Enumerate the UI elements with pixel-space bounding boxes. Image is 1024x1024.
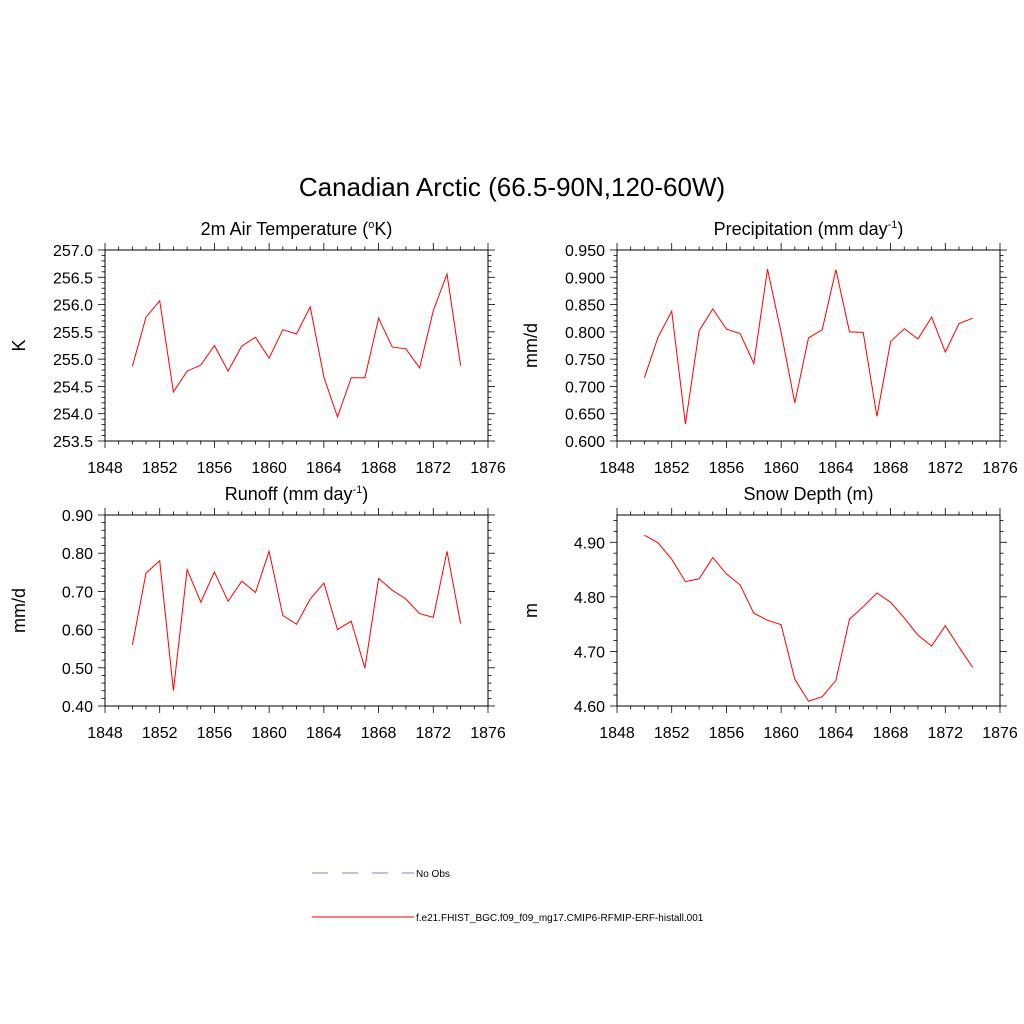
air-temperature-xtick-label: 1864 [306, 460, 342, 477]
precipitation-xtick-label: 1852 [654, 460, 690, 477]
snow-depth-frame [616, 514, 1001, 707]
snow-depth-xtick-label: 1864 [818, 725, 854, 742]
snow-depth-ytick-label: 4.90 [574, 535, 605, 552]
runoff-xtick-label: 1872 [415, 725, 451, 742]
precipitation-panel: Precipitation (mm day-1) mm/d 1848 1852 1856… [521, 219, 1018, 477]
air-temperature-ytick-label: 256.0 [53, 298, 93, 315]
runoff-frame [104, 514, 489, 707]
runoff-ytick-label: 0.40 [62, 699, 93, 716]
precipitation-ytick-label: 0.900 [565, 270, 605, 287]
runoff-ylabel: mm/d [9, 588, 29, 633]
precipitation-xtick-label: 1864 [818, 460, 854, 477]
air-temperature-xtick-label: 1872 [415, 460, 451, 477]
runoff-ytick-label: 0.50 [62, 661, 93, 678]
precipitation-xtick-label: 1860 [763, 460, 799, 477]
precipitation-ytick-label: 0.800 [565, 325, 605, 342]
precipitation-ylabel: mm/d [521, 323, 541, 368]
air-temperature-title: 2m Air Temperature (oK) [201, 219, 393, 239]
precipitation-xtick-label: 1856 [709, 460, 745, 477]
air-temperature-xtick-label: 1852 [142, 460, 178, 477]
chart-panels: 2m Air Temperature (oK) K 1848 1852 1856 1860… [9, 219, 1018, 742]
precipitation-ytick-label: 0.950 [565, 243, 605, 260]
precipitation-xtick-label: 1876 [982, 460, 1018, 477]
air-temperature-ytick-label: 254.0 [53, 407, 93, 424]
runoff-ytick-label: 0.60 [62, 623, 93, 640]
air-temperature-frame [104, 249, 489, 442]
air-temperature-xtick-label: 1868 [361, 460, 397, 477]
precipitation-ytick-label: 0.700 [565, 379, 605, 396]
snow-depth-series-line [644, 534, 974, 702]
air-temperature-ytick-label: 255.0 [53, 352, 93, 369]
legend-obs-label: No Obs [416, 869, 450, 880]
runoff-ytick-label: 0.90 [62, 508, 93, 525]
runoff-xtick-label: 1856 [197, 725, 233, 742]
air-temperature-ytick-label: 256.5 [53, 270, 93, 287]
snow-depth-xtick-label: 1876 [982, 725, 1018, 742]
air-temperature-xtick-label: 1860 [251, 460, 287, 477]
snow-depth-xtick-label: 1856 [709, 725, 745, 742]
snow-depth-ylabel: m [521, 603, 541, 618]
air-temperature-series-line [131, 272, 462, 419]
runoff-xtick-label: 1848 [87, 725, 123, 742]
runoff-series-line [131, 549, 462, 691]
runoff-xtick-label: 1860 [251, 725, 287, 742]
snow-depth-xtick-label: 1848 [599, 725, 635, 742]
precipitation-xtick-label: 1872 [927, 460, 963, 477]
runoff-title: Runoff (mm day-1) [225, 484, 369, 504]
snow-depth-ytick-label: 4.60 [574, 699, 605, 716]
legend: No Obs f.e21.FHIST_BGC.f09_f09_mg17.CMIP… [312, 869, 704, 924]
air-temperature-xtick-label: 1848 [87, 460, 123, 477]
legend-model-label: f.e21.FHIST_BGC.f09_f09_mg17.CMIP6-RFMIP… [416, 913, 704, 924]
precipitation-xtick-label: 1868 [873, 460, 909, 477]
precipitation-series-line [643, 268, 973, 425]
precipitation-xtick-label: 1848 [599, 460, 635, 477]
snow-depth-xtick-label: 1852 [654, 725, 690, 742]
air-temperature-ytick-label: 253.5 [53, 434, 93, 451]
snow-depth-xtick-label: 1872 [927, 725, 963, 742]
air-temperature-ylabel: K [9, 339, 29, 351]
precipitation-ytick-label: 0.750 [565, 352, 605, 369]
snow-depth-title: Snow Depth (m) [743, 484, 873, 504]
figure-title: Canadian Arctic (66.5-90N,120-60W) [299, 172, 725, 202]
snow-depth-ytick-label: 4.80 [574, 590, 605, 607]
runoff-xtick-label: 1864 [306, 725, 342, 742]
air-temperature-panel: 2m Air Temperature (oK) K 1848 1852 1856 1860… [9, 219, 506, 477]
precipitation-ytick-label: 0.600 [565, 434, 605, 451]
snow-depth-panel: Snow Depth (m) m 1848 1852 1856 1860 1864 1868 1… [521, 484, 1018, 742]
precipitation-ytick-label: 0.850 [565, 298, 605, 315]
runoff-xtick-label: 1868 [361, 725, 397, 742]
snow-depth-xtick-label: 1860 [763, 725, 799, 742]
precipitation-ytick-label: 0.650 [565, 407, 605, 424]
runoff-xtick-label: 1876 [470, 725, 506, 742]
air-temperature-xtick-label: 1876 [470, 460, 506, 477]
precipitation-title: Precipitation (mm day-1) [714, 219, 904, 239]
runoff-ytick-label: 0.70 [62, 584, 93, 601]
runoff-ytick-label: 0.80 [62, 546, 93, 563]
air-temperature-ytick-label: 255.5 [53, 325, 93, 342]
air-temperature-xtick-label: 1856 [197, 460, 233, 477]
air-temperature-ytick-label: 257.0 [53, 243, 93, 260]
air-temperature-ytick-label: 254.5 [53, 379, 93, 396]
snow-depth-ytick-label: 4.70 [574, 644, 605, 661]
snow-depth-xtick-label: 1868 [873, 725, 909, 742]
runoff-xtick-label: 1852 [142, 725, 178, 742]
runoff-panel: Runoff (mm day-1) mm/d 1848 1852 1856 1860 186… [9, 484, 506, 742]
